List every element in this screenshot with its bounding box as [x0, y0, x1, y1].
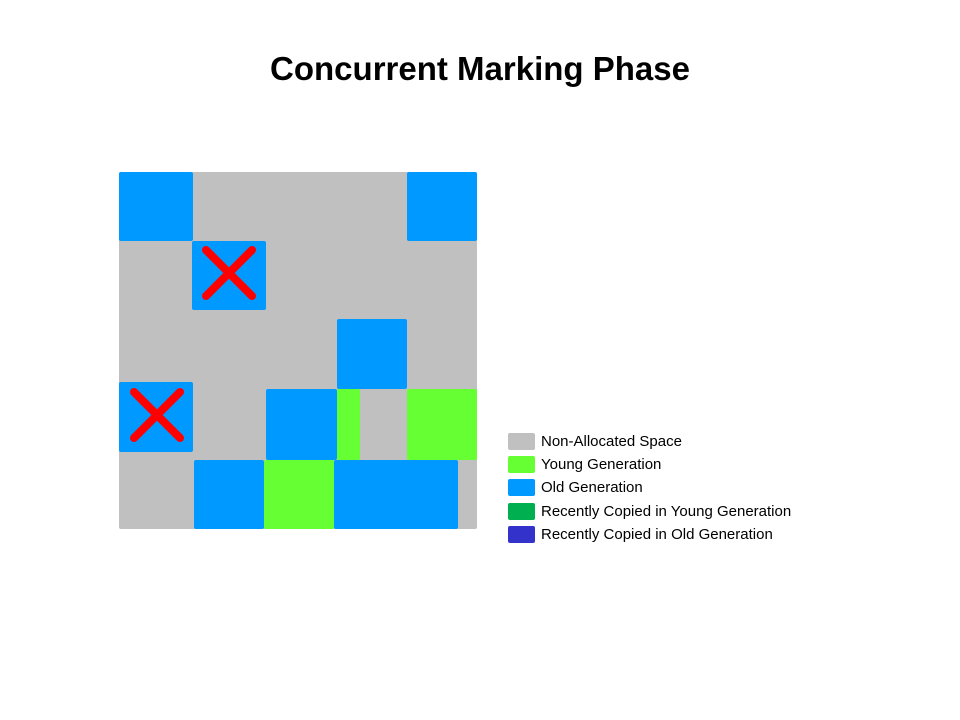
- legend-label: Recently Copied in Old Generation: [541, 525, 773, 543]
- legend-item-non-allocated: Non-Allocated Space: [508, 430, 791, 453]
- slide-title: Concurrent Marking Phase: [270, 50, 690, 87]
- old-region: [337, 319, 407, 389]
- old-region: [407, 172, 477, 241]
- legend-swatch: [508, 479, 535, 497]
- legend-item-young: Young Generation: [508, 453, 791, 476]
- legend-swatch: [508, 433, 535, 451]
- legend-swatch: [508, 456, 535, 474]
- young-region: [264, 460, 334, 529]
- legend-label: Old Generation: [541, 479, 643, 497]
- old-region: [119, 172, 193, 241]
- legend-label: Recently Copied in Young Generation: [541, 502, 792, 520]
- old-region-marked-empty: [119, 382, 193, 452]
- legend-item-recent-young: Recently Copied in Young Generation: [508, 500, 791, 523]
- legend-label: Non-Allocated Space: [541, 433, 682, 451]
- legend-item-old: Old Generation: [508, 476, 791, 499]
- old-region: [266, 389, 337, 460]
- old-region: [194, 460, 264, 529]
- young-region: [337, 389, 360, 460]
- legend-label: Young Generation: [541, 456, 662, 474]
- legend-item-recent-old: Recently Copied in Old Generation: [508, 523, 791, 546]
- legend-swatch: [508, 525, 535, 543]
- red-x-icon: [130, 388, 184, 442]
- red-x-icon: [202, 246, 256, 300]
- young-region: [407, 389, 477, 460]
- legend: Non-Allocated Space Young Generation Old…: [508, 430, 791, 546]
- old-region-marked-empty: [192, 241, 266, 310]
- heap-region-grid: [119, 172, 477, 529]
- legend-swatch: [508, 502, 535, 520]
- old-region: [334, 460, 458, 529]
